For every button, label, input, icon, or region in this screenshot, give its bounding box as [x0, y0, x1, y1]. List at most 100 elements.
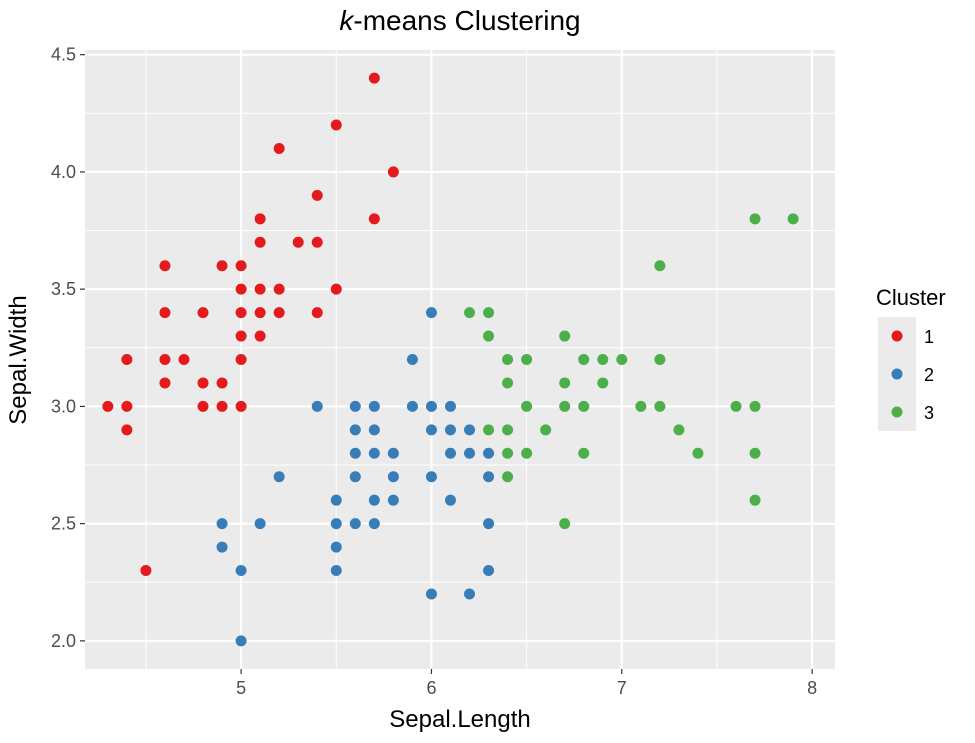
data-point: [159, 377, 171, 389]
data-point: [387, 471, 399, 483]
legend-marker: [891, 368, 903, 380]
data-point: [235, 565, 247, 577]
data-point: [254, 213, 266, 225]
data-point: [254, 330, 266, 342]
data-point: [235, 635, 247, 647]
data-point: [483, 471, 495, 483]
data-point: [368, 213, 380, 225]
data-point: [425, 400, 437, 412]
data-point: [559, 518, 571, 530]
data-point: [197, 307, 209, 319]
data-point: [387, 494, 399, 506]
data-point: [216, 377, 228, 389]
data-point: [425, 307, 437, 319]
data-point: [216, 541, 228, 553]
data-point: [597, 354, 609, 365]
data-point: [444, 400, 456, 412]
y-axis-title: Sepal.Width: [5, 295, 32, 424]
y-tick-label: 2.5: [51, 514, 76, 534]
data-point: [749, 494, 761, 506]
x-axis-title: Sepal.Length: [389, 706, 530, 733]
data-point: [330, 565, 342, 577]
data-point: [502, 447, 514, 459]
legend-title: Cluster: [876, 285, 946, 310]
data-point: [254, 518, 266, 530]
data-point: [387, 166, 399, 178]
data-point: [159, 354, 171, 365]
data-point: [311, 189, 323, 201]
series-cluster-3: [464, 213, 799, 530]
data-point: [425, 471, 437, 483]
legend-marker: [891, 406, 903, 418]
data-point: [444, 424, 456, 436]
chart-title-emphasis: k: [339, 5, 355, 36]
data-point: [235, 307, 247, 319]
data-point: [425, 424, 437, 436]
y-tick-label: 2.0: [51, 631, 76, 651]
series-cluster-1: [102, 72, 399, 577]
data-point: [406, 354, 418, 365]
data-point: [502, 354, 514, 365]
data-point: [102, 400, 114, 412]
data-point: [273, 283, 285, 295]
data-point: [464, 307, 476, 319]
data-point: [444, 494, 456, 506]
data-point: [121, 400, 133, 412]
data-point: [654, 354, 666, 365]
data-point: [749, 447, 761, 459]
plot-panel: [85, 50, 835, 669]
data-point: [559, 377, 571, 389]
data-points: [102, 72, 799, 647]
data-point: [616, 354, 628, 365]
data-point: [159, 307, 171, 319]
data-point: [273, 142, 285, 154]
data-point: [216, 260, 228, 272]
data-point: [692, 447, 704, 459]
data-point: [502, 471, 514, 483]
x-tick-label: 7: [617, 678, 627, 698]
data-point: [330, 494, 342, 506]
data-point: [311, 236, 323, 248]
data-point: [502, 424, 514, 436]
data-point: [216, 518, 228, 530]
chart-title-text: -means Clustering: [353, 5, 580, 36]
data-point: [464, 424, 476, 436]
data-point: [273, 307, 285, 319]
data-point: [540, 424, 552, 436]
data-point: [368, 72, 380, 84]
data-point: [254, 307, 266, 319]
data-point: [349, 518, 361, 530]
axes: 5 6 7 8 2.0 2.5 3.0 3.5 4.0 4.5: [51, 45, 817, 698]
data-point: [121, 354, 133, 365]
data-point: [578, 400, 590, 412]
x-tick-label: 8: [807, 678, 817, 698]
data-point: [330, 119, 342, 131]
data-point: [311, 400, 323, 412]
legend-label: 2: [924, 365, 934, 385]
data-point: [235, 400, 247, 412]
data-point: [368, 518, 380, 530]
y-tick-label: 4.5: [51, 45, 76, 65]
data-point: [368, 400, 380, 412]
data-point: [254, 283, 266, 295]
chart-title: k-means Clustering: [339, 5, 580, 36]
legend-marker: [891, 330, 903, 342]
data-point: [464, 447, 476, 459]
legend-items: 1 2 3: [878, 317, 934, 431]
data-point: [578, 354, 590, 365]
data-point: [749, 213, 761, 225]
data-point: [349, 424, 361, 436]
data-point: [559, 330, 571, 342]
data-point: [311, 307, 323, 319]
data-point: [197, 400, 209, 412]
y-tick-label: 4.0: [51, 162, 76, 182]
data-point: [121, 424, 133, 436]
data-point: [140, 565, 152, 577]
data-point: [654, 400, 666, 412]
data-point: [368, 494, 380, 506]
data-point: [235, 260, 247, 272]
data-point: [521, 354, 533, 365]
data-point: [578, 447, 590, 459]
legend-label: 3: [924, 403, 934, 423]
data-point: [235, 283, 247, 295]
